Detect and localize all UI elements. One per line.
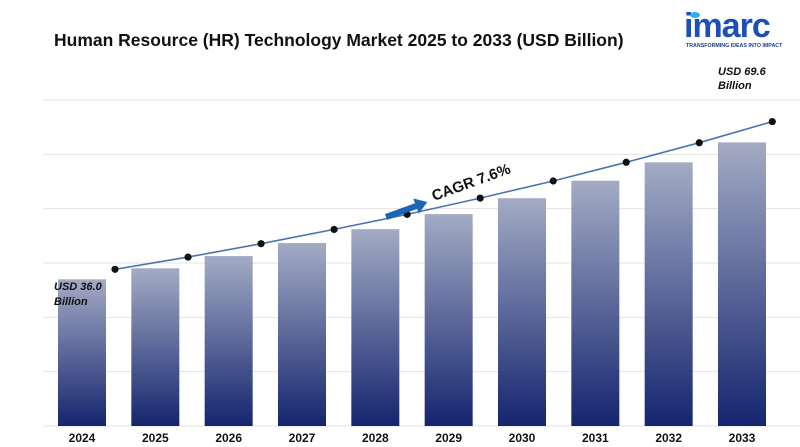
trend-marker-2030 [549,177,557,185]
x-tick-2027: 2027 [289,431,316,445]
bar-2029 [424,214,473,426]
x-tick-2025: 2025 [142,431,169,445]
x-tick-2029: 2029 [435,431,462,445]
trend-marker-2025 [184,253,192,261]
cagr-label: CAGR 7.6% [430,161,513,205]
bar-2028 [351,229,400,426]
end-value-line2: Billion [718,80,752,92]
x-tick-2028: 2028 [362,431,389,445]
trend-marker-2033 [768,117,776,126]
bars [58,142,766,426]
trend-markers [111,117,776,273]
bar-2024 [58,279,106,426]
start-value-line2: Billion [54,296,88,308]
bar-2032 [644,162,693,426]
trend-line [114,120,773,271]
end-value-label: USD 69.6 Billion [718,66,767,92]
trend-marker-2027 [330,225,338,234]
x-tick-2030: 2030 [509,431,536,445]
imarc-logo: imarc TRANSFORMING IDEAS INTO IMPACT [684,6,796,54]
bar-2033 [718,142,766,426]
bar-2027 [278,243,326,426]
x-tick-2033: 2033 [729,431,756,445]
x-tick-2024: 2024 [69,431,96,445]
trend-marker-2032 [695,139,703,147]
trend-marker-2026 [257,240,265,248]
bar-2031 [571,180,620,426]
trend-marker-2029 [476,194,484,202]
bar-2026 [204,256,253,426]
x-tick-2026: 2026 [215,431,242,445]
chart-title: Human Resource (HR) Technology Market 20… [54,30,624,50]
bar-2030 [498,198,546,426]
start-value-label: USD 36.0 Billion [54,281,103,308]
logo-tagline: TRANSFORMING IDEAS INTO IMPACT [686,43,783,49]
trend-marker-2024 [111,265,119,273]
trend-marker-2031 [622,158,630,166]
cagr-arrow-icon [384,198,428,220]
x-tick-labels: 2024 2025 2026 2027 2028 2029 2030 2031 2032 2033 [69,431,756,445]
logo-dot-icon [690,12,700,18]
end-value-line1: USD 69.6 [718,66,767,78]
bar-2025 [131,268,180,426]
start-value-line1: USD 36.0 [54,281,103,293]
x-tick-2032: 2032 [655,431,682,445]
x-tick-2031: 2031 [582,431,609,445]
